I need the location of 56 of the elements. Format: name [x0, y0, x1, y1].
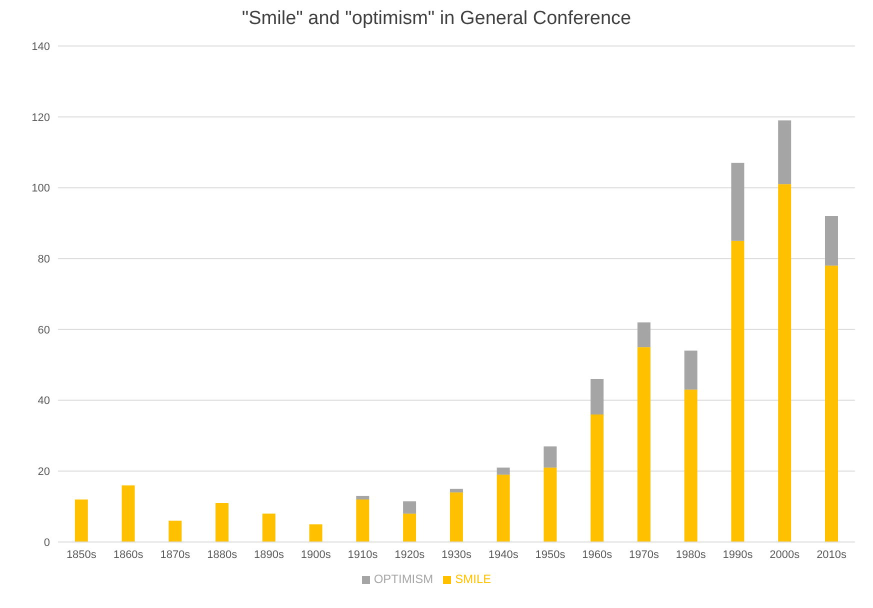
bar — [496, 474, 510, 542]
chart-title: "Smile" and "optimism" in General Conference — [240, 8, 632, 30]
bar — [216, 503, 229, 542]
bar — [684, 390, 698, 542]
bar — [356, 499, 370, 542]
bar — [637, 347, 650, 542]
x-tick-label: 1950s — [535, 548, 566, 561]
bar — [778, 184, 792, 542]
bar — [684, 350, 698, 390]
bar — [731, 240, 744, 542]
bar — [309, 524, 322, 542]
bar — [590, 379, 604, 414]
bar — [450, 488, 463, 492]
y-tick-label: 40 — [38, 395, 50, 408]
x-tick-label: 1910s — [348, 548, 378, 561]
x-tick-label: 1940s — [488, 548, 519, 561]
x-tick-label: 2000s — [770, 548, 800, 561]
legend-label: SMILE — [455, 572, 492, 586]
x-tick-label: 1900s — [300, 548, 332, 561]
bar — [262, 514, 276, 542]
bar — [778, 120, 792, 184]
bar — [122, 485, 135, 542]
y-tick-label: 140 — [32, 40, 50, 53]
bar — [824, 216, 838, 266]
x-tick-label: 1920s — [394, 548, 426, 561]
x-tick-label: 1880s — [207, 548, 238, 561]
bar — [824, 266, 838, 542]
x-tick-label: 1870s — [160, 548, 191, 561]
bar — [168, 520, 182, 542]
bar — [637, 322, 650, 348]
bar — [450, 492, 463, 542]
bar — [403, 514, 416, 542]
bar — [731, 162, 744, 241]
y-tick-label: 60 — [38, 324, 50, 336]
x-tick-label: 1850s — [66, 548, 97, 561]
y-tick-label: 20 — [38, 466, 50, 478]
x-tick-label: 1990s — [722, 548, 754, 561]
y-tick-label: 0 — [44, 536, 50, 549]
x-tick-label: 1980s — [676, 548, 706, 561]
x-tick-label: 1930s — [442, 548, 472, 561]
y-tick-label: 100 — [32, 182, 50, 195]
x-tick-label: 1960s — [582, 548, 613, 561]
x-tick-label: 1970s — [629, 548, 660, 561]
x-tick-label: 1890s — [254, 548, 284, 561]
y-tick-label: 120 — [32, 112, 50, 124]
bar — [74, 499, 88, 542]
x-tick-label: 1860s — [113, 548, 144, 561]
bar — [590, 414, 604, 542]
bar — [356, 496, 370, 500]
x-tick-label: 2010s — [816, 548, 848, 561]
bar — [544, 446, 557, 468]
bar — [403, 501, 416, 514]
bar — [544, 468, 557, 542]
legend-label: OPTIMISM — [374, 572, 434, 586]
y-tick-label: 80 — [38, 253, 50, 266]
bar — [496, 468, 510, 475]
